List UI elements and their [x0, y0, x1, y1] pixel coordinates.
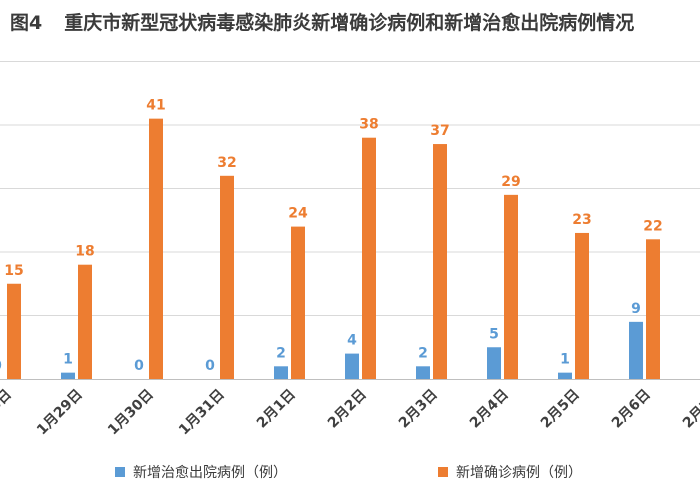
x-tick-label: 2月4日: [467, 387, 512, 432]
x-tick-label: 1月31日: [176, 387, 228, 439]
x-tick-label: 2月1日: [254, 387, 299, 432]
bar-confirmed: [575, 232, 589, 379]
x-tick-label: 1月29日: [34, 387, 86, 439]
x-tick-label: 2月6日: [609, 387, 654, 432]
data-label-cured: 9: [631, 301, 641, 317]
bar-confirmed: [291, 226, 305, 379]
legend-label-confirmed: 新增确诊病例（例）: [456, 465, 582, 481]
legend-item-confirmed: 新增确诊病例（例）: [438, 462, 582, 482]
bar-confirmed: [7, 283, 21, 379]
data-label-confirmed: 15: [4, 263, 23, 279]
data-label-confirmed: 37: [430, 123, 449, 139]
bar-chart: 0221月27日0151月28日1181月29日0411月30日0321月31日…: [0, 61, 700, 439]
legend-swatch-orange: [438, 467, 448, 477]
data-label-confirmed: 38: [359, 117, 378, 133]
data-label-confirmed: 32: [217, 155, 236, 171]
bar-confirmed: [504, 194, 518, 379]
legend-label-cured: 新增治愈出院病例（例）: [133, 465, 287, 481]
data-label-confirmed: 18: [75, 244, 94, 260]
data-label-cured: 4: [347, 333, 357, 349]
data-label-cured: 2: [418, 345, 428, 361]
data-label-cured: 1: [63, 352, 73, 368]
bar-confirmed: [646, 239, 660, 379]
data-label-cured: 5: [489, 326, 499, 342]
bar-cured: [629, 321, 643, 379]
bar-cured: [61, 372, 75, 379]
data-label-confirmed: 23: [572, 212, 591, 228]
data-label-cured: 1: [560, 352, 570, 368]
bar-confirmed: [220, 175, 234, 379]
title-text: 重庆市新型冠状病毒感染肺炎新增确诊病例和新增治愈出院病例情况: [64, 12, 635, 34]
legend-item-cured: 新增治愈出院病例（例）: [115, 462, 287, 482]
bar-cured: [558, 372, 572, 379]
chart-title: 图4 重庆市新型冠状病毒感染肺炎新增确诊病例和新增治愈出院病例情况: [0, 0, 700, 46]
x-tick-label: 1月28日: [0, 387, 15, 439]
data-label-cured: 0: [134, 358, 144, 374]
data-label-confirmed: 22: [643, 218, 662, 234]
legend: 新增治愈出院病例（例） 新增确诊病例（例）: [0, 462, 700, 488]
data-label-confirmed: 24: [288, 206, 308, 222]
data-label-confirmed: 29: [501, 174, 520, 190]
x-tick-label: 2月2日: [325, 387, 370, 432]
x-tick-label: 2月7日: [680, 387, 700, 432]
bar-cured: [487, 347, 501, 379]
bar-confirmed: [433, 144, 447, 379]
data-label-confirmed: 41: [146, 98, 165, 114]
bar-confirmed: [78, 264, 92, 379]
x-tick-label: 1月30日: [105, 387, 157, 439]
figure-label: 图4: [10, 12, 43, 34]
bar-confirmed: [362, 137, 376, 379]
bar-confirmed: [149, 118, 163, 380]
data-label-cured: 2: [276, 345, 286, 361]
bar-cured: [345, 353, 359, 379]
data-label-cured: 0: [0, 358, 2, 374]
legend-swatch-blue: [115, 467, 125, 477]
bar-cured: [274, 366, 288, 379]
x-tick-label: 2月3日: [396, 387, 441, 432]
data-label-cured: 0: [205, 358, 215, 374]
bar-cured: [416, 366, 430, 379]
x-tick-label: 2月5日: [538, 387, 583, 432]
